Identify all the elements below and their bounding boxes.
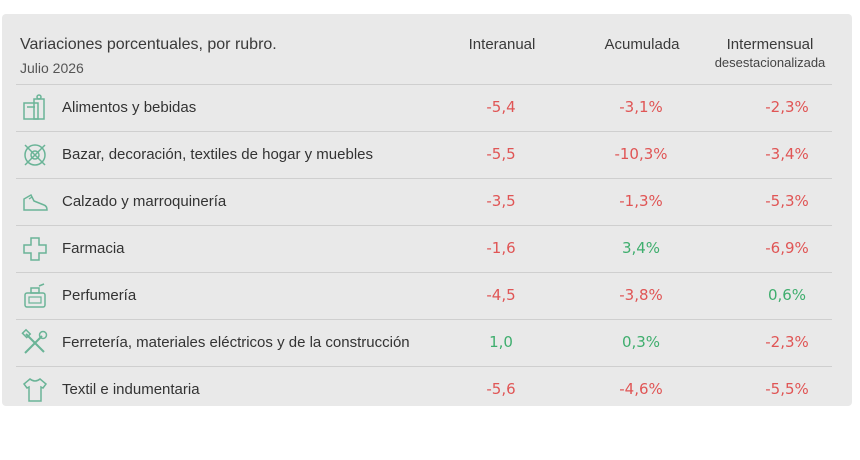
summary-table-card: Variaciones porcentuales, por rubro. Jul… (2, 14, 852, 406)
cell-intermensual: -3,4% (765, 145, 809, 163)
cell-acumulada: -3,8% (619, 286, 663, 304)
table-row: Farmacia -1,6 3,4% -6,9% (16, 225, 832, 272)
cell-intermensual: -2,3% (765, 98, 809, 116)
cell-interanual: -3,5 (486, 192, 516, 210)
table-subtitle: Julio 2026 (20, 60, 84, 76)
column-header-acumulada: Acumulada (604, 36, 680, 53)
cell-acumulada: -1,3% (619, 192, 663, 210)
cell-acumulada: -3,1% (619, 98, 663, 116)
cell-interanual: -5,6 (486, 380, 516, 398)
cell-interanual: -1,6 (486, 239, 516, 257)
table-row: Alimentos y bebidas -5,4 -3,1% -2,3% (16, 84, 832, 131)
row-label: Bazar, decoración, textiles de hogar y m… (62, 146, 374, 163)
row-label: Textil e indumentaria (62, 381, 200, 398)
cell-intermensual: 0,6% (767, 286, 807, 304)
table-row: Perfumería -4,5 -3,8% 0,6% (16, 272, 832, 319)
table-row: Calzado y marroquinería -3,5 -1,3% -5,3% (16, 178, 832, 225)
cell-intermensual: -5,5% (765, 380, 809, 398)
cell-acumulada: 3,4% (621, 239, 661, 257)
cell-intermensual: -6,9% (765, 239, 809, 257)
table-row: Textil e indumentaria -5,6 -4,6% -5,5% (16, 366, 832, 413)
bazar-icon (20, 140, 50, 170)
table-row: Ferretería, materiales eléctricos y de l… (16, 319, 832, 366)
row-label: Farmacia (62, 240, 125, 257)
cell-interanual: -5,5 (486, 145, 516, 163)
row-label: Ferretería, materiales eléctricos y de l… (62, 334, 410, 351)
tools-icon (20, 328, 50, 358)
column-header-interanual: Interanual (468, 36, 536, 53)
cell-interanual: 1,0 (489, 333, 513, 351)
cell-interanual: -5,4 (486, 98, 516, 116)
cell-acumulada: -4,6% (619, 380, 663, 398)
cell-acumulada: 0,3% (621, 333, 661, 351)
cell-intermensual: -5,3% (765, 192, 809, 210)
table-title: Variaciones porcentuales, por rubro. (20, 36, 277, 53)
grocery-bag-icon (20, 93, 50, 123)
table-row: Bazar, decoración, textiles de hogar y m… (16, 131, 832, 178)
cell-interanual: -4,5 (486, 286, 516, 304)
tshirt-icon (20, 375, 50, 405)
shoe-icon (20, 187, 50, 217)
pharmacy-cross-icon (20, 234, 50, 264)
row-label: Alimentos y bebidas (62, 99, 197, 116)
row-label: Calzado y marroquinería (62, 193, 227, 210)
column-header-intermensual: Intermensual desestacionalizada (714, 36, 826, 70)
cell-acumulada: -10,3% (614, 145, 668, 163)
cell-intermensual: -2,3% (765, 333, 809, 351)
row-label: Perfumería (62, 287, 137, 304)
perfume-icon (20, 281, 50, 311)
